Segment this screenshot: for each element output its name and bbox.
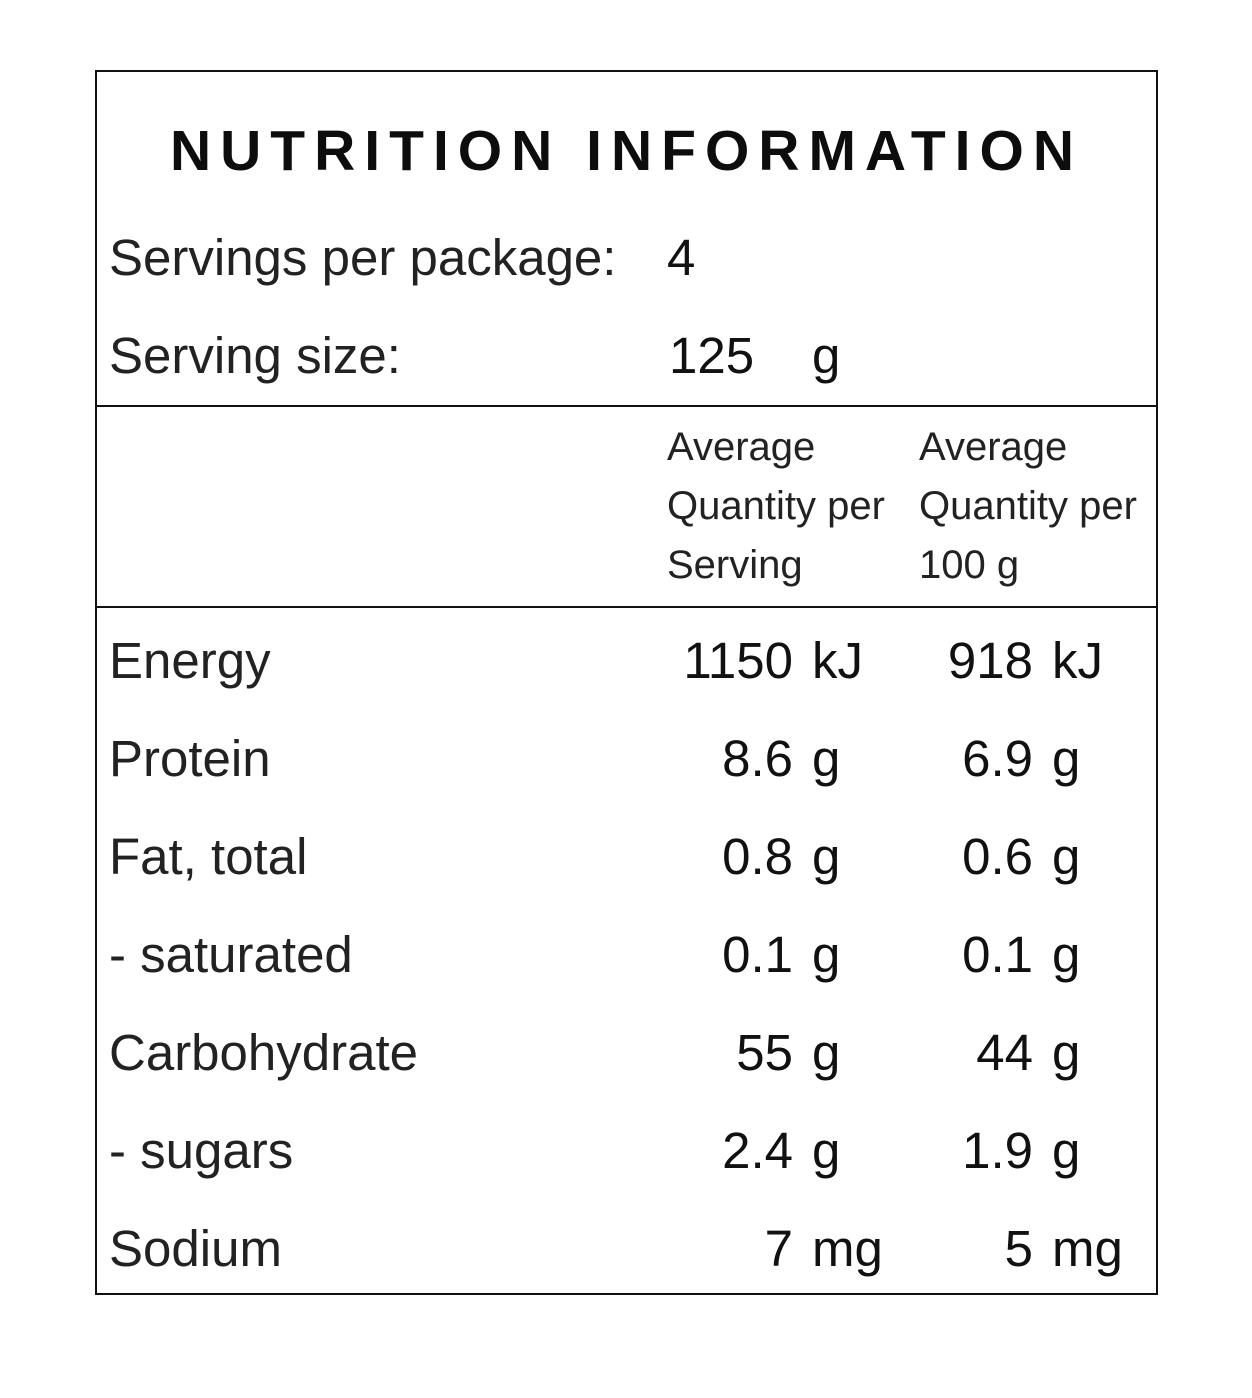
- nutrient-row-saturated: - saturated 0.1 g 0.1 g: [97, 906, 1156, 1004]
- serving-size-value: 125: [669, 327, 755, 384]
- per-100g-unit: g: [1052, 1122, 1081, 1179]
- servings-per-package-value: 4: [667, 229, 696, 286]
- nutrient-name: - saturated: [109, 926, 353, 983]
- nutrient-name: Carbohydrate: [109, 1024, 419, 1081]
- per-serving-unit: g: [812, 1024, 841, 1081]
- per-serving-value: 55: [736, 1024, 793, 1081]
- per-100g-value: 1.9: [962, 1122, 1033, 1179]
- per-serving-unit: g: [812, 730, 841, 787]
- per-100g-unit: mg: [1052, 1220, 1123, 1277]
- per-serving-value: 2.4: [722, 1122, 793, 1179]
- nutrition-panel: NUTRITION INFORMATION Servings per packa…: [95, 70, 1158, 1295]
- nutrient-row-fat-total: Fat, total 0.8 g 0.6 g: [97, 808, 1156, 906]
- per-100g-value: 918: [947, 632, 1033, 689]
- per-100g-value: 5: [1004, 1220, 1033, 1277]
- nutrient-name: Energy: [109, 632, 271, 689]
- nutrient-row-sodium: Sodium 7 mg 5 mg: [97, 1200, 1156, 1298]
- nutrient-row-sugars: - sugars 2.4 g 1.9 g: [97, 1102, 1156, 1200]
- servings-per-package-label: Servings per package:: [109, 229, 617, 286]
- per-100g-value: 0.1: [962, 926, 1033, 983]
- column-header-line: 100 g: [919, 543, 1020, 587]
- nutrient-name: Sodium: [109, 1220, 282, 1277]
- column-header-line: Quantity per: [919, 484, 1137, 528]
- serving-size-unit: g: [812, 327, 841, 384]
- per-serving-value: 0.8: [722, 828, 793, 885]
- nutrient-name: Protein: [109, 730, 271, 787]
- nutrient-name: - sugars: [109, 1122, 294, 1179]
- per-100g-value: 6.9: [962, 730, 1033, 787]
- per-100g-value: 44: [976, 1024, 1033, 1081]
- column-header-line: Average: [919, 425, 1068, 469]
- per-serving-unit: g: [812, 926, 841, 983]
- column-header-line: Quantity per: [667, 484, 885, 528]
- per-serving-value: 0.1: [722, 926, 793, 983]
- per-serving-value: 7: [764, 1220, 793, 1277]
- per-serving-unit: g: [812, 1122, 841, 1179]
- per-100g-unit: g: [1052, 730, 1081, 787]
- per-100g-unit: kJ: [1052, 632, 1103, 689]
- per-100g-unit: g: [1052, 1024, 1081, 1081]
- column-header-per-100g: Average Quantity per 100 g: [919, 418, 1137, 595]
- serving-size-label: Serving size:: [109, 327, 401, 384]
- panel-title: NUTRITION INFORMATION: [169, 119, 1084, 183]
- per-100g-unit: g: [1052, 828, 1081, 885]
- per-serving-value: 1150: [683, 632, 793, 689]
- nutrient-row-energy: Energy 1150 kJ 918 kJ: [97, 612, 1156, 710]
- divider-header: [97, 606, 1156, 608]
- per-100g-value: 0.6: [962, 828, 1033, 885]
- column-header-per-serving: Average Quantity per Serving: [667, 418, 885, 595]
- nutrient-row-carbohydrate: Carbohydrate 55 g 44 g: [97, 1004, 1156, 1102]
- nutrient-name: Fat, total: [109, 828, 308, 885]
- per-100g-unit: g: [1052, 926, 1081, 983]
- per-serving-unit: mg: [812, 1220, 883, 1277]
- column-header-line: Serving: [667, 543, 803, 587]
- nutrient-row-protein: Protein 8.6 g 6.9 g: [97, 710, 1156, 808]
- per-serving-value: 8.6: [722, 730, 793, 787]
- per-serving-unit: g: [812, 828, 841, 885]
- column-header-line: Average: [667, 425, 816, 469]
- per-serving-unit: kJ: [812, 632, 863, 689]
- divider-top: [97, 405, 1156, 407]
